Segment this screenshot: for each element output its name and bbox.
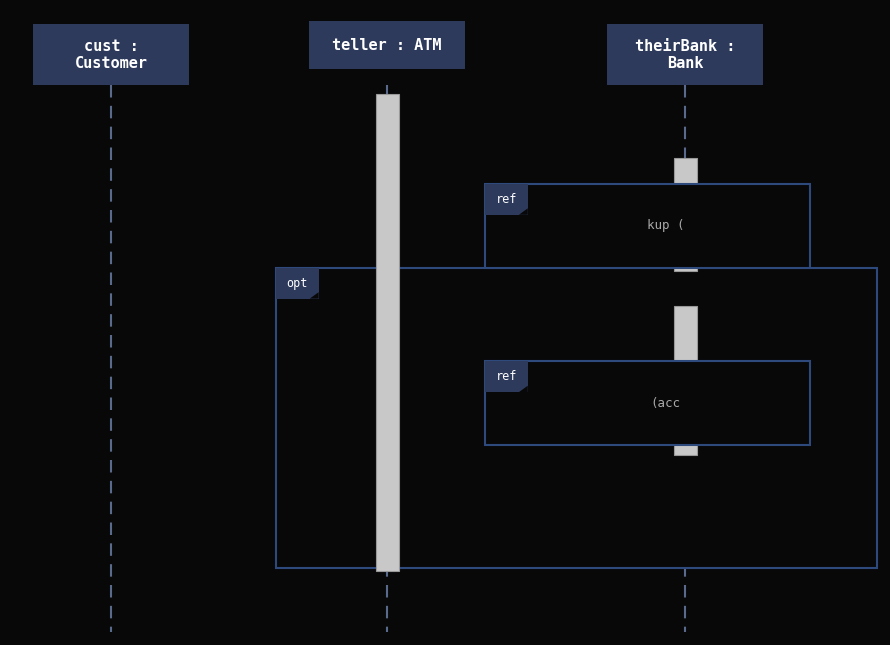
Bar <box>674 306 697 455</box>
Bar <box>34 24 190 85</box>
Polygon shape <box>519 386 528 392</box>
Bar <box>485 361 528 392</box>
Bar <box>276 268 877 568</box>
Bar <box>276 268 319 299</box>
Text: theirBank :
Bank: theirBank : Bank <box>635 39 735 71</box>
Bar <box>376 94 399 571</box>
Polygon shape <box>519 208 528 215</box>
Bar <box>674 158 697 271</box>
Text: ref: ref <box>496 370 517 383</box>
Polygon shape <box>310 292 319 299</box>
Text: opt: opt <box>287 277 308 290</box>
Bar <box>485 184 810 268</box>
Text: (acc: (acc <box>651 397 680 410</box>
Bar <box>485 184 528 215</box>
Bar <box>607 24 764 85</box>
Bar <box>485 361 810 445</box>
Text: teller : ATM: teller : ATM <box>332 37 442 53</box>
Text: cust :
Customer: cust : Customer <box>75 39 148 71</box>
Text: ref: ref <box>496 193 517 206</box>
Text: kup (: kup ( <box>646 219 684 232</box>
Bar <box>310 21 465 69</box>
